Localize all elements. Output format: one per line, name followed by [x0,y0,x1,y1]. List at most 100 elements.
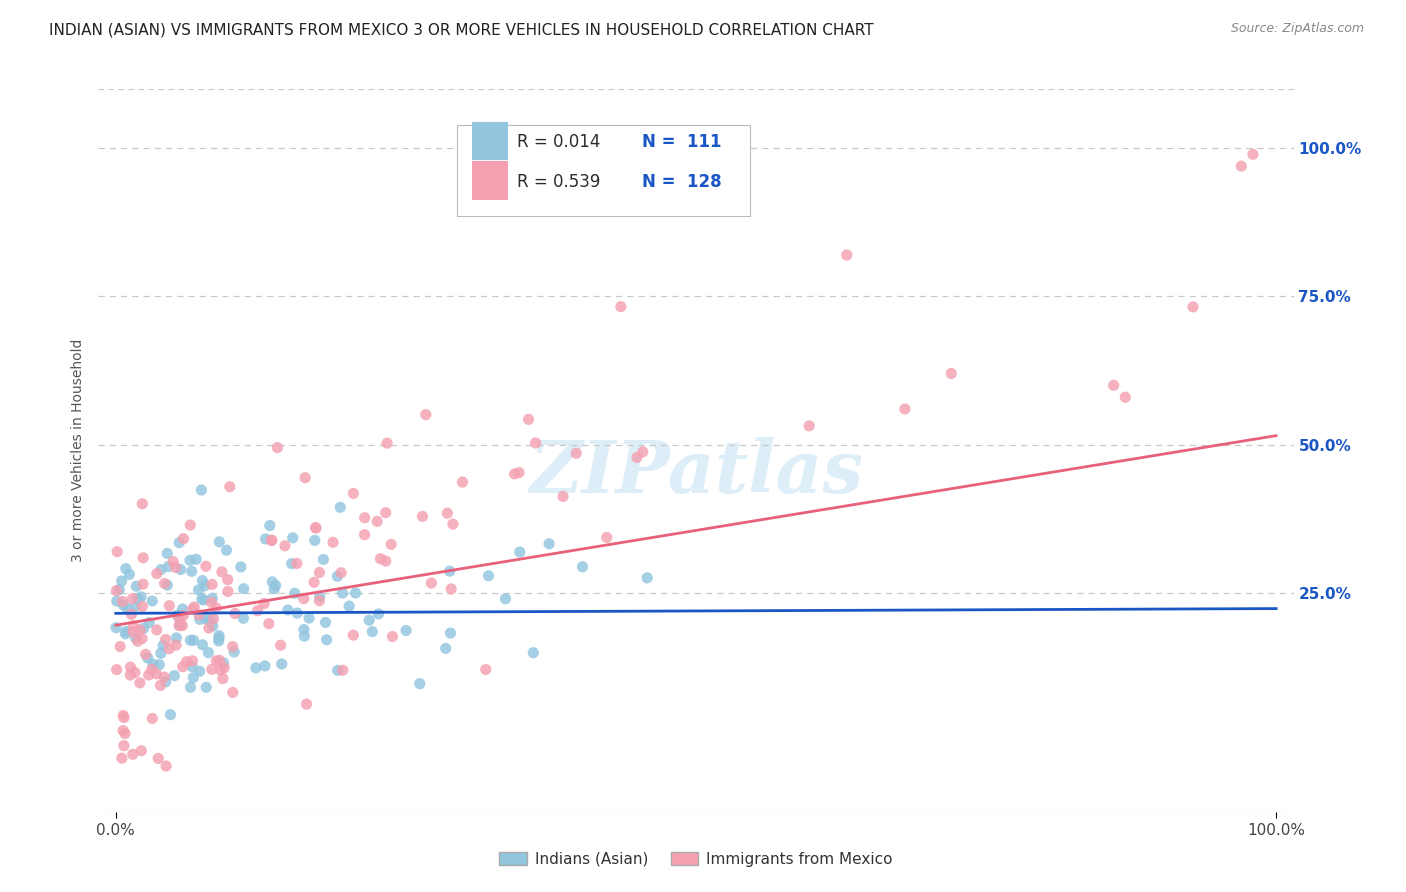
Point [138,615,160,630]
Point [224,645,246,659]
Point [205,601,228,615]
Point [141,594,163,608]
Point [215,543,238,558]
Point [370,551,392,566]
Point [194,579,217,593]
Point [114,627,136,641]
Point [111,594,134,608]
Point [312,552,335,566]
Point [148,657,170,672]
Point [193,593,215,607]
Point [274,539,297,553]
Point [330,566,353,580]
Point [149,563,172,577]
Point [292,629,315,643]
Point [381,630,404,644]
Point [315,615,337,630]
Point [157,599,180,613]
Point [179,633,201,648]
Point [503,467,526,481]
Point [120,660,142,674]
Point [366,515,388,529]
Point [191,638,214,652]
Point [277,603,299,617]
Point [125,579,148,593]
Point [108,582,131,597]
Point [211,565,233,579]
Point [141,662,163,676]
Point [610,300,633,314]
Point [155,674,177,689]
Point [112,723,135,738]
Point [191,574,214,588]
Point [180,564,202,578]
Point [1230,159,1253,173]
Point [201,577,224,591]
Point [112,710,135,724]
Point [132,621,155,635]
Point [105,663,128,677]
Point [194,612,217,626]
Point [538,537,561,551]
Point [183,633,205,648]
Point [165,631,187,645]
Point [295,697,318,711]
Legend: Indians (Asian), Immigrants from Mexico: Indians (Asian), Immigrants from Mexico [494,846,898,872]
Text: N =  111: N = 111 [643,133,721,151]
Point [374,506,396,520]
Text: R = 0.014: R = 0.014 [517,133,600,151]
Point [149,646,172,660]
Point [941,367,963,381]
Point [165,560,187,574]
Point [280,557,302,571]
Point [524,436,547,450]
Point [124,599,146,614]
Point [1102,378,1125,392]
Point [179,681,201,695]
Point [329,500,352,515]
Point [224,607,246,621]
Point [179,553,201,567]
Point [260,533,283,548]
Point [294,471,316,485]
Point [188,612,211,626]
Text: ZIPatlas: ZIPatlas [529,437,863,508]
Point [262,574,284,589]
Point [191,592,214,607]
Point [626,450,648,465]
Point [165,638,187,652]
Point [110,574,132,588]
Point [411,509,433,524]
Point [149,678,172,692]
Point [264,578,287,592]
Point [118,567,141,582]
Point [136,651,159,665]
Point [1114,390,1136,404]
Point [509,545,531,559]
Point [342,486,364,500]
Text: N =  128: N = 128 [643,173,721,191]
Point [380,537,402,551]
Point [270,638,292,652]
Point [420,576,443,591]
Point [636,571,658,585]
Point [190,483,212,497]
Point [894,402,917,417]
Point [308,593,330,607]
Point [298,611,321,625]
Point [125,631,148,645]
Point [292,623,315,637]
Point [124,665,146,680]
Point [322,535,344,549]
Point [200,595,222,609]
Point [205,654,228,668]
Point [337,599,360,613]
Point [167,618,190,632]
Text: INDIAN (ASIAN) VS IMMIGRANTS FROM MEXICO 3 OR MORE VEHICLES IN HOUSEHOLD CORRELA: INDIAN (ASIAN) VS IMMIGRANTS FROM MEXICO… [49,22,875,37]
Point [596,531,619,545]
Point [474,663,496,677]
FancyBboxPatch shape [457,126,749,216]
Point [1182,300,1205,314]
Point [367,607,389,621]
Point [114,561,136,575]
